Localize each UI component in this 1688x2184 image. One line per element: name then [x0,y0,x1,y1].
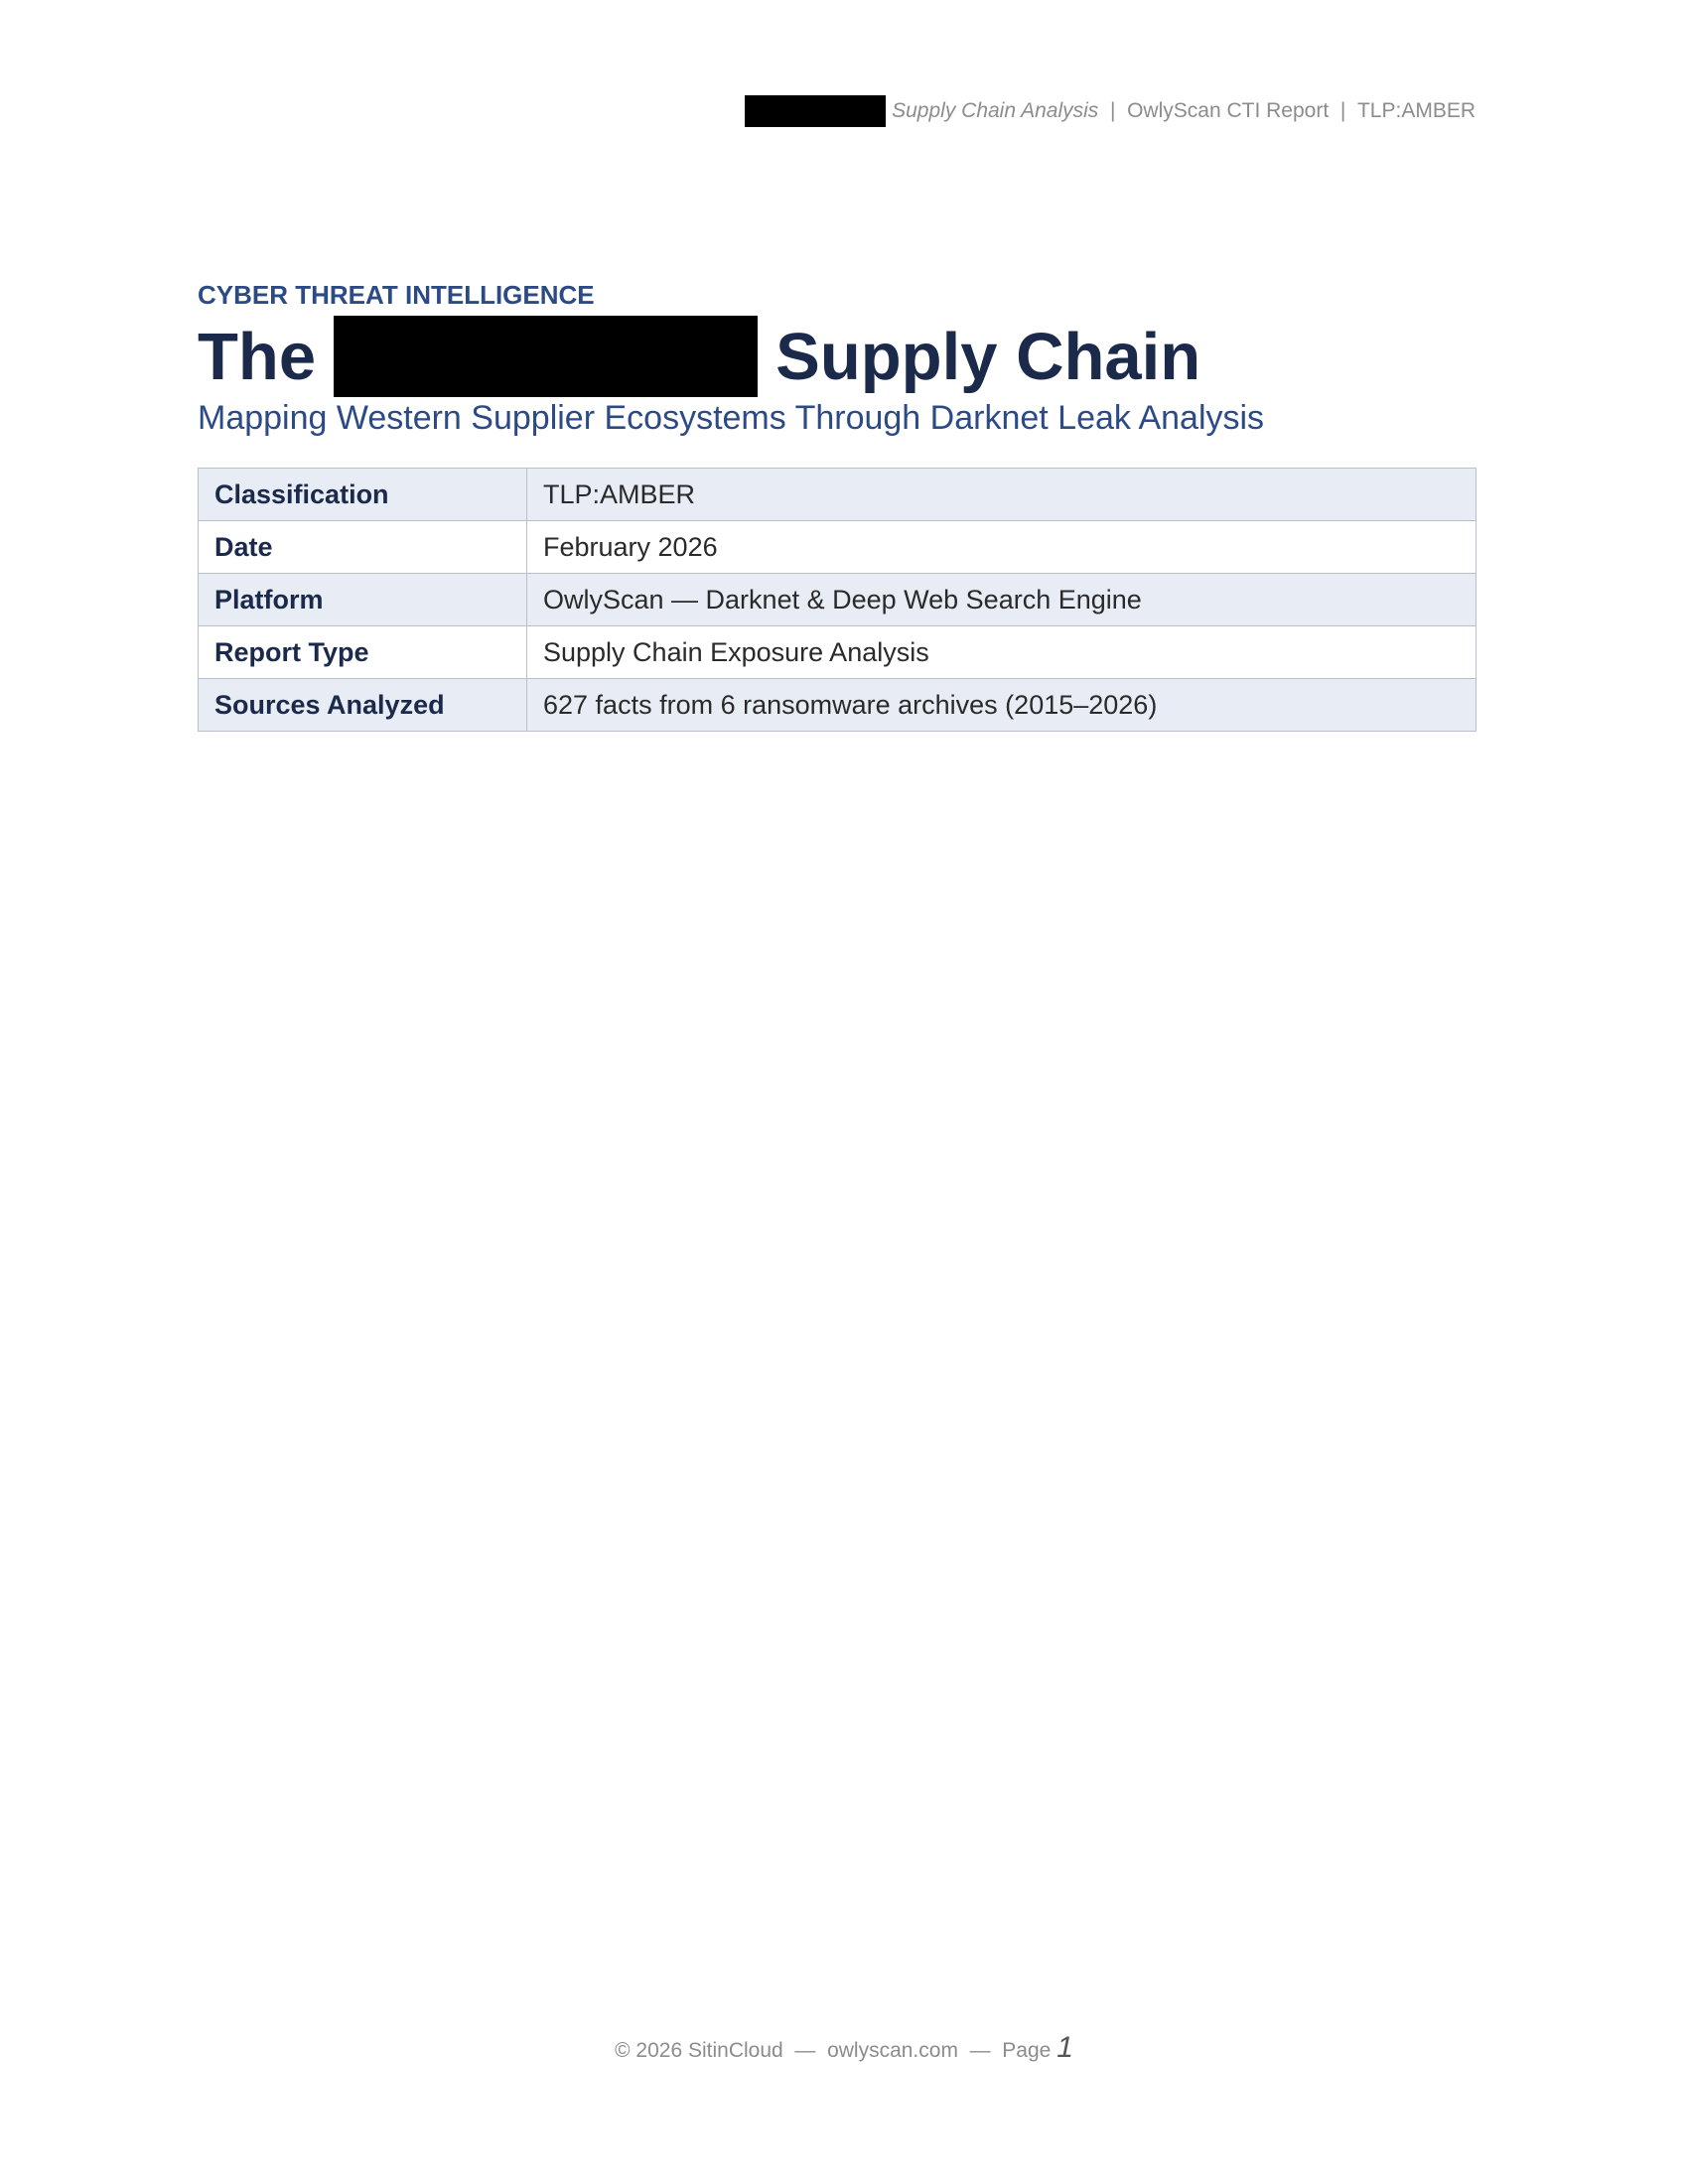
table-row: Report Type Supply Chain Exposure Analysi… [198,625,1477,679]
header-tlp: TLP:AMBER [1356,99,1476,122]
kicker-label: CYBER THREAT INTELLIGENCE [198,280,595,310]
page-title: The Supply Chain [198,316,1200,397]
header-report-name: Supply Chain Analysis [892,99,1099,122]
header-separator: | [1109,99,1116,122]
row-value: February 2026 [526,520,1477,574]
page-footer: © 2026 SitinCloud — owlyscan.com — Page … [0,2031,1688,2065]
footer-page-label: Page [1002,2039,1052,2062]
page-subtitle: Mapping Western Supplier Ecosystems Thro… [198,399,1265,437]
redaction-box [745,95,887,127]
footer-site-link: owlyscan.com [827,2039,958,2062]
footer-dash: — [794,2039,816,2062]
title-suffix: Supply Chain [775,319,1201,394]
page-number: 1 [1056,2031,1073,2064]
row-value: TLP:AMBER [526,468,1477,521]
running-header: Supply Chain Analysis | OwlyScan CTI Rep… [745,95,1476,127]
table-row: Classification TLP:AMBER [198,468,1477,521]
metadata-table: Classification TLP:AMBER Date February 202… [198,468,1477,732]
table-row: Date February 2026 [198,520,1477,574]
row-label: Platform [198,573,527,626]
row-value: OwlyScan — Darknet & Deep Web Search Eng… [526,573,1477,626]
header-product: OwlyScan CTI Report [1127,99,1330,122]
row-value: Supply Chain Exposure Analysis [526,625,1477,679]
title-prefix: The [198,319,317,394]
table-row: Platform OwlyScan — Darknet & Deep Web Se… [198,573,1477,626]
row-label: Date [198,520,527,574]
footer-copyright: © 2026 SitinCloud [615,2039,783,2062]
row-label: Report Type [198,625,527,679]
header-separator: | [1339,99,1346,122]
row-value: 627 facts from 6 ransomware archives (20… [526,678,1477,732]
table-row: Sources Analyzed 627 facts from 6 ransomw… [198,678,1477,732]
redaction-box [334,316,759,397]
footer-dash: — [969,2039,991,2062]
row-label: Classification [198,468,527,521]
row-label: Sources Analyzed [198,678,527,732]
